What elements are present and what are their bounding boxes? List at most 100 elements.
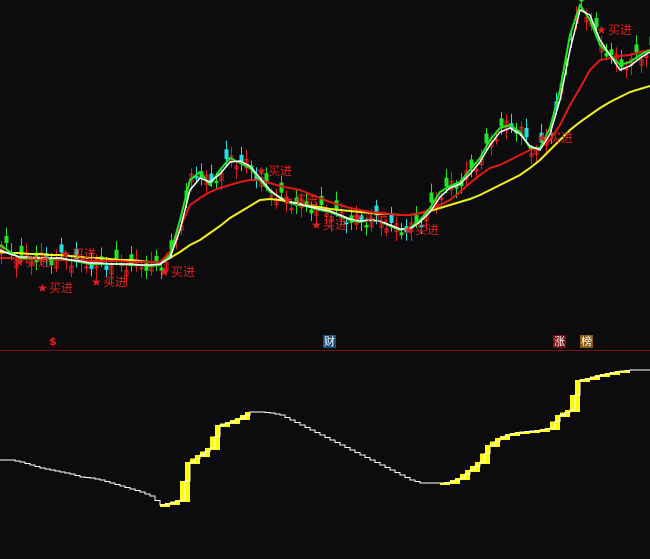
indicator-rise-bar: [245, 412, 250, 420]
indicator-rise-bar: [460, 474, 465, 480]
candle-body: [279, 182, 284, 193]
candle-body: [594, 17, 599, 28]
indicator-rise-bar: [525, 431, 530, 434]
indicator-rise-bar: [200, 451, 205, 457]
buy-signal-label: 买进: [72, 247, 96, 261]
event-marker-ranking[interactable]: 榜: [580, 335, 593, 348]
candle-body: [419, 225, 424, 228]
indicator-rise-bar: [565, 410, 570, 417]
candle-body: [484, 133, 489, 144]
indicator-rise-bar: [485, 445, 490, 464]
indicator-rise-bar: [550, 421, 555, 430]
buy-signal-label: 买进: [294, 193, 318, 207]
candle-body: [219, 172, 224, 181]
buy-signal-star-icon: ★: [352, 210, 363, 224]
indicator-rise-bar: [440, 482, 445, 485]
indicator-rise-bar: [235, 418, 240, 424]
candle-body: [234, 165, 239, 170]
indicator-rise-bar: [480, 453, 485, 464]
candle-body: [49, 259, 54, 266]
candle-body: [74, 249, 79, 260]
indicator-rise-bar: [475, 462, 480, 472]
candle-body: [374, 205, 379, 216]
candle-body: [154, 255, 159, 263]
candle-body: [39, 252, 44, 262]
indicator-rise-bar: [465, 470, 470, 480]
candle-body: [624, 68, 629, 71]
ma-line-ma_white: [0, 8, 650, 266]
buy-signal-star-icon: ★: [311, 218, 322, 232]
indicator-rise-bar: [615, 371, 620, 375]
candle-body: [329, 216, 334, 223]
buy-signal-star-icon: ★: [60, 247, 71, 261]
buy-signal-star-icon: ★: [537, 131, 548, 145]
indicator-rise-bar: [180, 481, 185, 502]
candle-body: [379, 222, 384, 228]
candle-body: [489, 140, 494, 148]
buy-signal-label: 买进: [171, 265, 195, 279]
candle-body: [139, 267, 144, 270]
candle-body: [384, 228, 389, 233]
indicator-rise-bar: [205, 448, 210, 457]
candle-body: [474, 169, 479, 172]
event-marker-dollar[interactable]: $: [49, 335, 57, 348]
candle-body: [84, 266, 89, 269]
buy-signal-label: 买进: [549, 131, 573, 145]
candle-body: [164, 262, 169, 271]
candle-body: [524, 127, 529, 138]
buy-signal-label: 买进: [49, 281, 73, 295]
indicator-rise-bar: [215, 425, 220, 450]
buy-signal-star-icon: ★: [37, 281, 48, 295]
candle-body: [644, 55, 649, 59]
buy-signal-label: 买进: [323, 218, 347, 232]
candle-body: [319, 195, 324, 206]
candle-body: [534, 149, 539, 155]
candle-body: [114, 249, 119, 259]
candle-body: [444, 177, 449, 187]
candle-body: [104, 265, 109, 270]
buy-signal-label: 买进: [364, 210, 388, 224]
buy-signal-label: 买进: [268, 164, 292, 178]
indicator-rise-bar: [530, 430, 535, 433]
indicator-rise-bar: [455, 478, 460, 484]
candle-body: [274, 198, 279, 206]
candle-body: [639, 58, 644, 66]
buy-signal-star-icon: ★: [14, 255, 25, 269]
candle-body: [124, 269, 129, 277]
indicator-rise-bar: [225, 422, 230, 427]
candle-body: [439, 197, 444, 201]
ma-line-ma_yellow: [0, 85, 650, 263]
candle-body: [364, 224, 369, 228]
candle-body: [289, 208, 294, 211]
indicator-rise-bar: [195, 455, 200, 464]
candle-body: [539, 132, 544, 143]
candle-body: [579, 0, 584, 2]
indicator-rise-bar: [605, 373, 610, 377]
indicator-step-line: [0, 369, 650, 506]
candle-body: [494, 139, 499, 142]
buy-signal-star-icon: ★: [403, 223, 414, 237]
candle-body: [609, 49, 614, 56]
candle-body: [19, 245, 24, 256]
candle-body: [499, 118, 504, 127]
candle-body: [4, 236, 9, 244]
indicator-rise-bar: [535, 430, 540, 433]
candle-body: [269, 195, 274, 198]
indicator-rise-bar: [570, 395, 575, 412]
buy-signal-star-icon: ★: [596, 23, 607, 37]
candle-body: [214, 180, 219, 183]
candle-body: [324, 213, 329, 218]
candle-body: [159, 267, 164, 271]
buy-signal-label: 买进: [608, 23, 632, 37]
candle-body: [309, 209, 314, 214]
event-marker-finance[interactable]: 财: [323, 335, 336, 348]
indicator-rise-bar: [520, 431, 525, 434]
indicator-rise-bar: [620, 370, 625, 373]
event-marker-limit-up[interactable]: 涨: [553, 335, 566, 348]
indicator-rise-bar: [585, 378, 590, 382]
candle-body: [69, 265, 74, 273]
indicator-rise-bar: [185, 462, 190, 502]
indicator-rise-bar: [545, 428, 550, 432]
